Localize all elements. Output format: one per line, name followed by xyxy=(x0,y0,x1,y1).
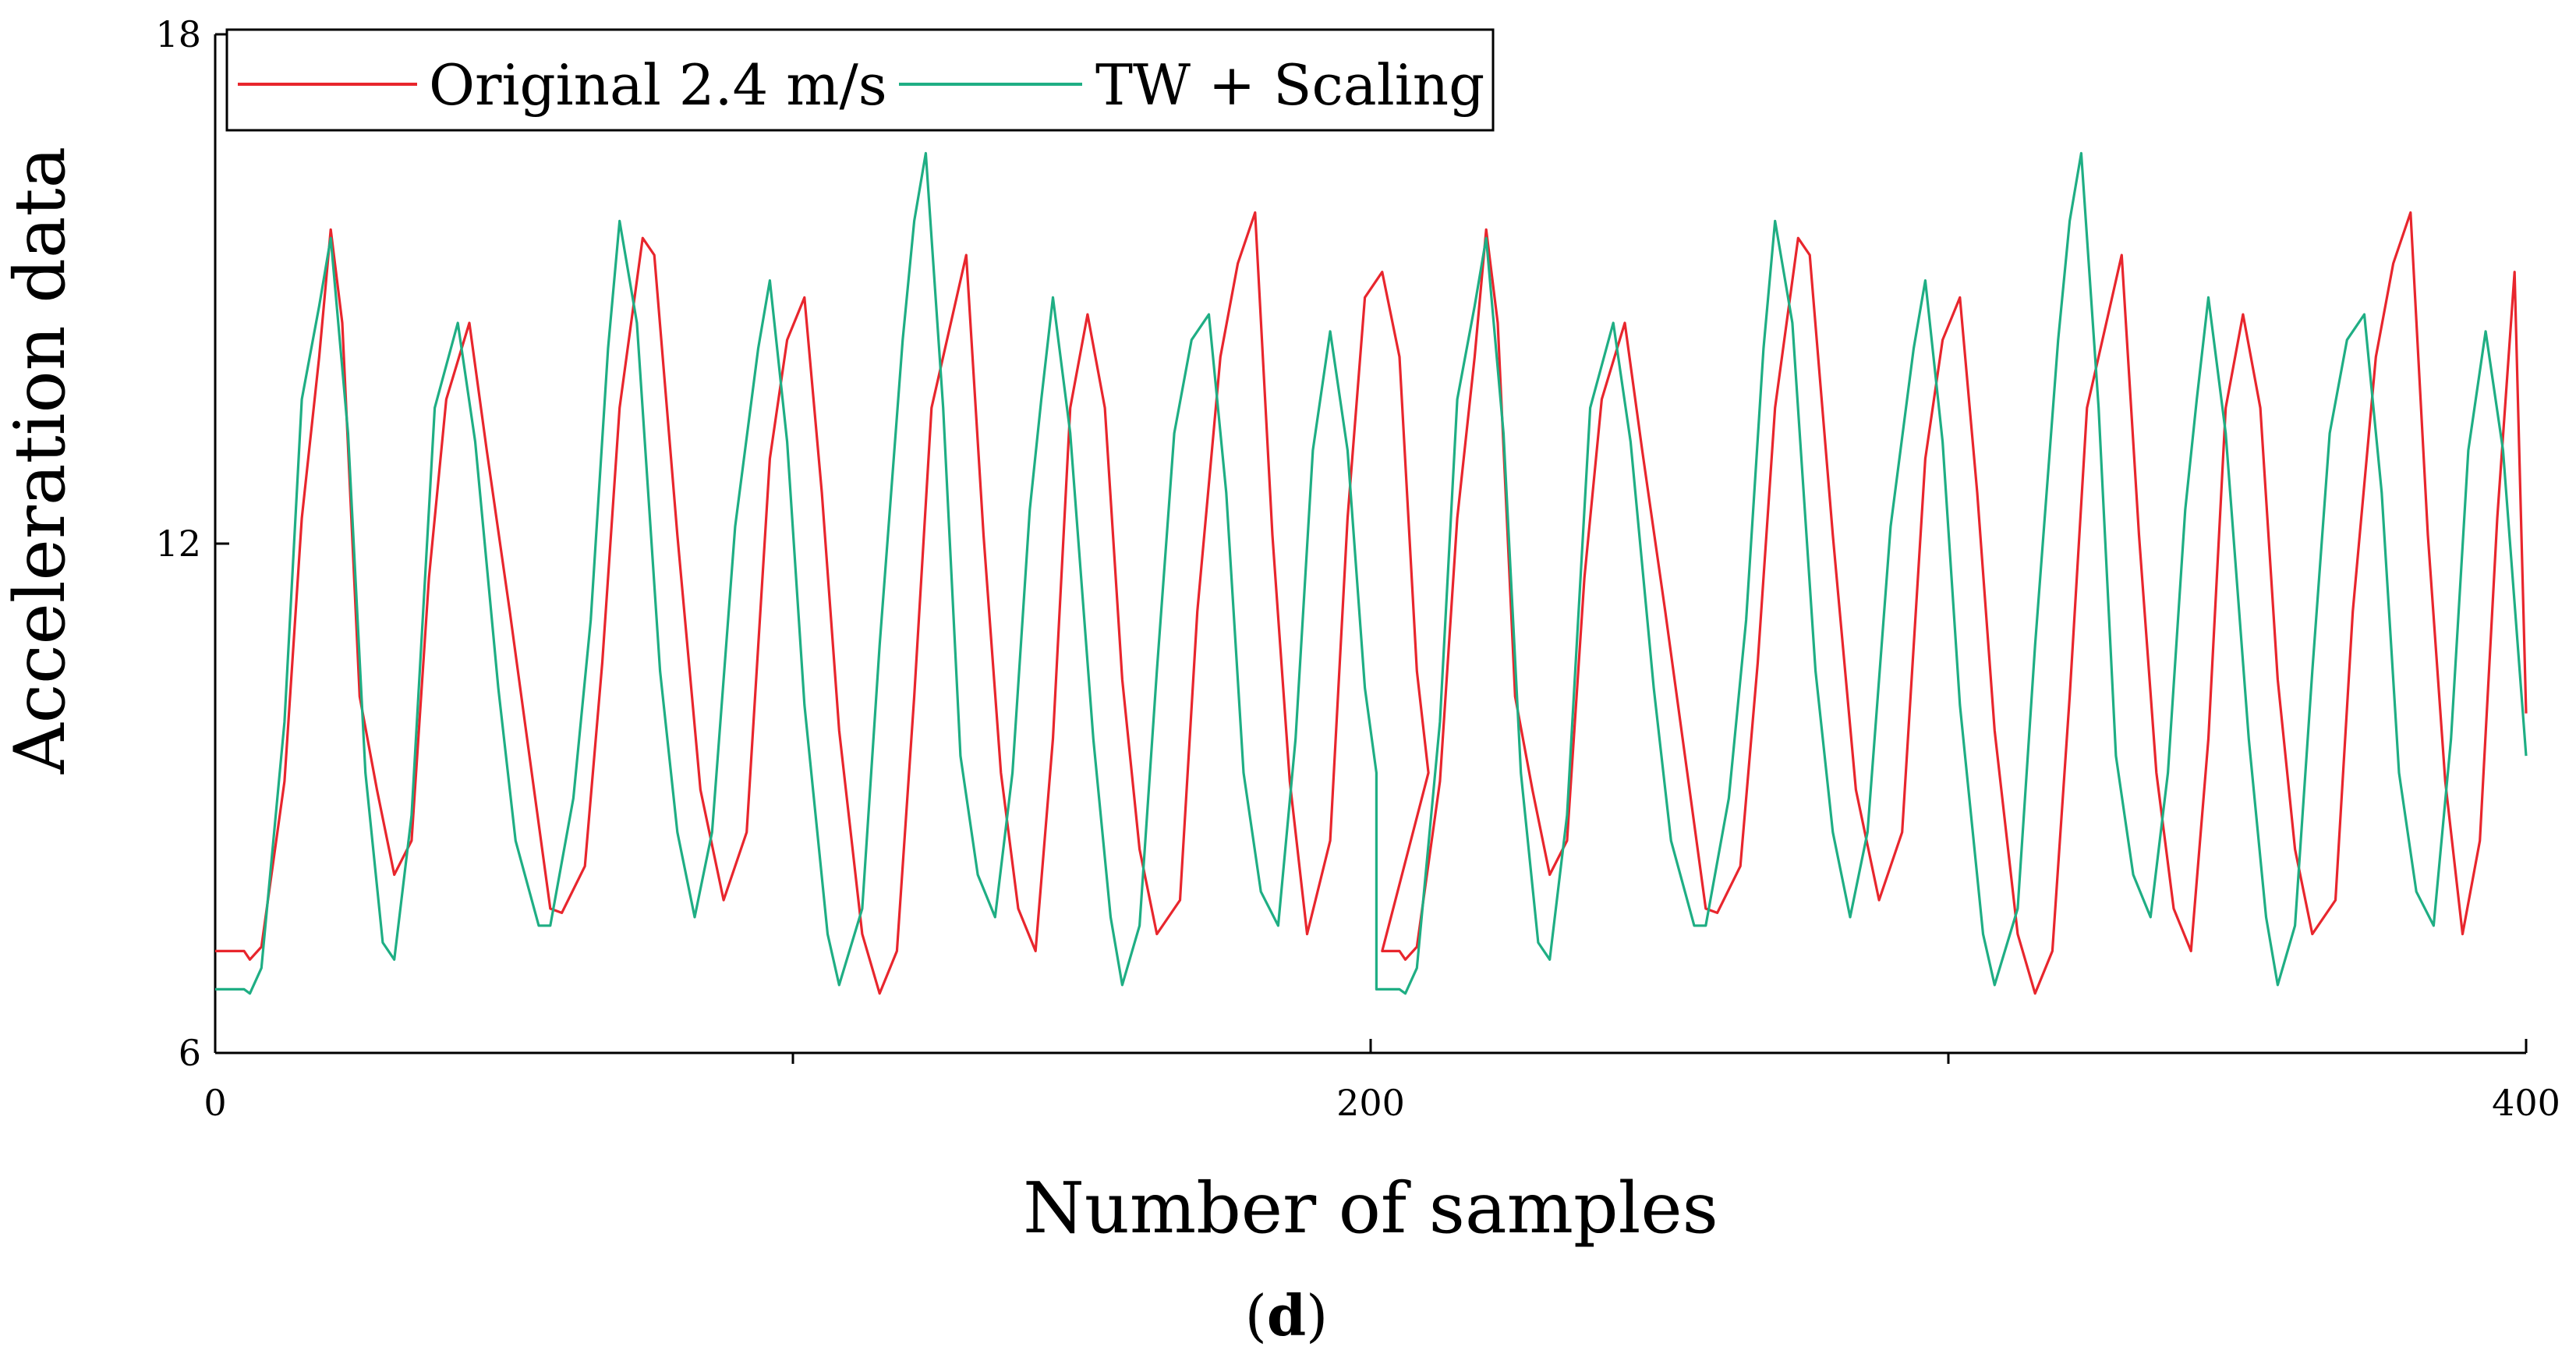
series-layer xyxy=(215,151,2528,995)
legend-label-tw-scaling: TW + Scaling xyxy=(1095,52,1484,118)
x-tick-label: 200 xyxy=(1336,1082,1405,1124)
panel-label-letter: d xyxy=(1267,1282,1306,1349)
y-tick-label: 12 xyxy=(155,523,201,565)
x-axis-ticks: 0 200 400 xyxy=(203,1039,2560,1124)
y-axis-title: Acceleration data xyxy=(0,147,81,775)
x-tick-label: 400 xyxy=(2492,1082,2560,1124)
series-line-tw-scaling xyxy=(215,151,2528,995)
x-axis-title: Number of samples xyxy=(1023,1168,1718,1249)
y-tick-label: 18 xyxy=(155,13,201,55)
legend: Original 2.4 m/s TW + Scaling xyxy=(225,28,1495,132)
panel-label-close: ) xyxy=(1306,1283,1328,1349)
x-tick-label: 0 xyxy=(203,1082,226,1124)
legend-label-original: Original 2.4 m/s xyxy=(429,52,887,118)
panel-label-open: ( xyxy=(1245,1283,1267,1349)
series-line-original xyxy=(215,211,2528,995)
y-axis-ticks: 6 12 18 xyxy=(155,13,229,1074)
panel-label: (d) xyxy=(1245,1282,1329,1349)
y-tick-label: 6 xyxy=(179,1032,201,1074)
legend-box xyxy=(225,28,1495,132)
